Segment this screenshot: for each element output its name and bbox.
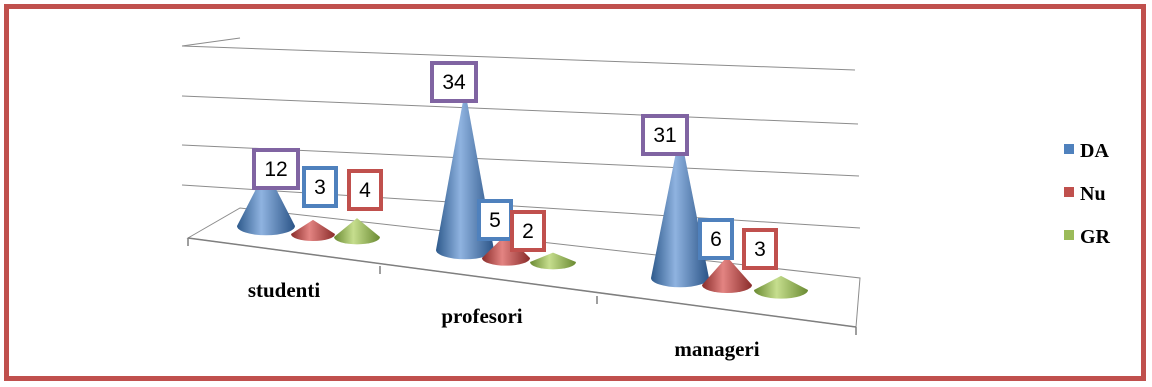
data-label-da-manageri: 31: [643, 116, 687, 154]
category-label-profesori: profesori: [441, 304, 522, 328]
data-label-nu-studenti: 3: [304, 168, 336, 206]
data-label-nu-profesori: 5: [479, 201, 511, 239]
data-label-gr-profesori: 2: [512, 212, 544, 250]
legend: DA Nu GR: [1064, 140, 1111, 248]
data-label-value: 2: [522, 220, 534, 243]
category-label-manageri: manageri: [674, 337, 759, 361]
data-label-gr-manageri: 3: [744, 230, 776, 268]
gridline: [182, 38, 240, 46]
gridline: [182, 96, 858, 124]
legend-item-nu: Nu: [1064, 183, 1106, 205]
legend-label: GR: [1080, 226, 1111, 248]
data-label-value: 31: [653, 124, 676, 147]
data-label-value: 4: [359, 179, 371, 202]
legend-item-da: DA: [1064, 140, 1109, 162]
legend-swatch: [1064, 230, 1074, 240]
data-label-gr-studenti: 4: [349, 171, 381, 209]
legend-swatch: [1064, 187, 1074, 197]
data-label-value: 3: [754, 238, 766, 261]
data-label-value: 34: [442, 71, 466, 94]
data-label-value: 5: [489, 209, 501, 232]
data-label-value: 3: [314, 176, 326, 199]
gridline: [182, 46, 855, 70]
data-label-nu-manageri: 6: [700, 220, 732, 258]
data-label-value: 12: [264, 158, 287, 181]
legend-swatch: [1064, 144, 1074, 154]
data-label-value: 6: [710, 228, 722, 251]
legend-label: Nu: [1080, 183, 1106, 205]
legend-item-gr: GR: [1064, 226, 1111, 248]
data-label-da-studenti: 12: [254, 150, 298, 188]
gridlines: [182, 38, 860, 228]
legend-label: DA: [1080, 140, 1109, 162]
category-label-studenti: studenti: [248, 278, 321, 302]
data-label-da-profesori: 34: [432, 63, 476, 101]
